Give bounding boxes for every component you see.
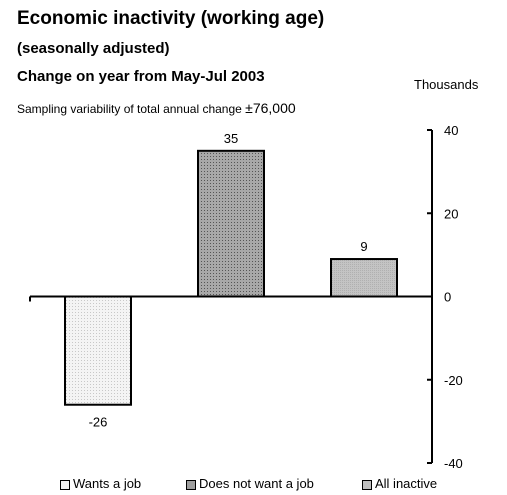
legend-label-wants-a-job: Wants a job [73, 476, 142, 491]
chart-title: Economic inactivity (working age) [17, 8, 325, 29]
y-tick-label-2: 0 [444, 290, 451, 305]
legend-label-does-not-want-a-job: Does not want a job [199, 476, 314, 491]
data-label-2: 9 [360, 239, 367, 254]
chart-period-subtitle: Change on year from May-Jul 2003 [17, 68, 265, 85]
bar-0 [64, 295, 132, 406]
sampling-variability-value: ±76,000 [245, 100, 296, 116]
data-label-0: -26 [89, 415, 108, 430]
bar-1 [197, 149, 265, 298]
sampling-variability-text: Sampling variability of total annual cha… [17, 102, 242, 116]
y-tick-label-3: -20 [444, 373, 463, 388]
y-tick-label-1: 20 [444, 206, 458, 221]
legend-swatch-all-inactive [362, 480, 372, 490]
plot-area: -26 35 9 40 20 0 -20 -40 [29, 123, 463, 471]
unit-label: Thousands [414, 77, 479, 92]
legend-label-all-inactive: All inactive [375, 476, 438, 491]
sampling-variability-note: Sampling variability of total annual cha… [17, 100, 296, 116]
legend-swatch-wants-a-job [60, 480, 70, 490]
bar-2 [330, 258, 398, 298]
y-tick-label-0: 40 [444, 123, 458, 138]
data-label-1: 35 [224, 131, 238, 146]
chart-subtitle: (seasonally adjusted) [17, 40, 170, 57]
y-tick-label-4: -40 [444, 456, 463, 471]
legend-swatch-does-not-want-a-job [186, 480, 196, 490]
